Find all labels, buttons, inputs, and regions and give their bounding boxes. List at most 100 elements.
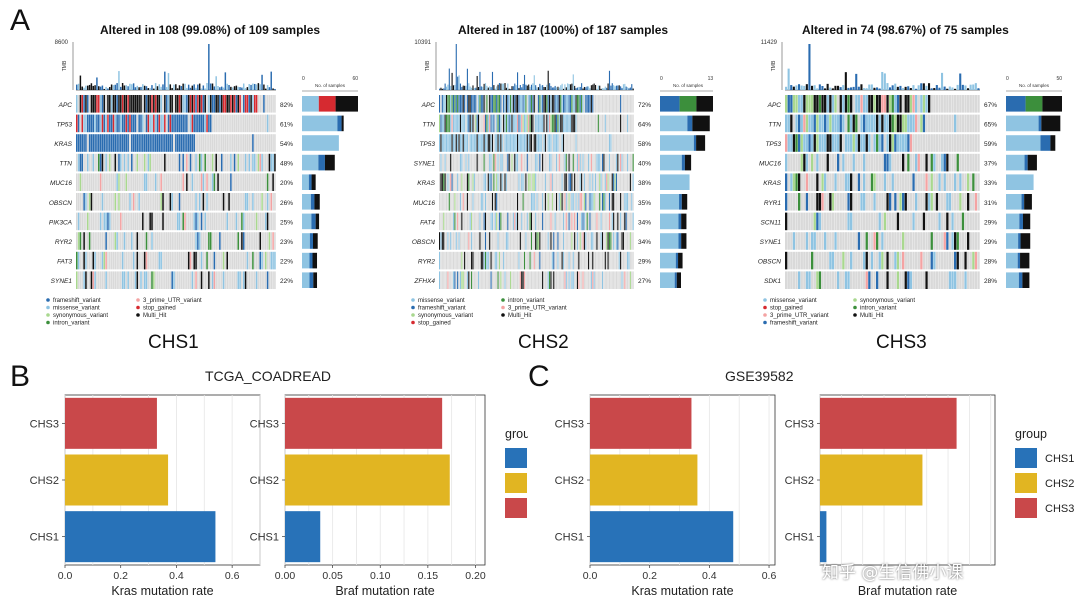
mutation-cell [625, 173, 627, 191]
mutation-cell [930, 153, 933, 172]
mutation-cell [933, 193, 936, 211]
mutation-cell [263, 193, 265, 211]
mutation-cell [800, 173, 803, 191]
mutation-cell [77, 173, 80, 191]
mutation-cell [105, 193, 107, 211]
mutation-cell [176, 153, 179, 172]
mutation-cell [948, 232, 952, 250]
mutation-cell [142, 173, 144, 191]
tmb-bar [153, 88, 155, 90]
mutation-cell [896, 251, 900, 270]
mutation-cell [76, 251, 78, 270]
mutation-cell [533, 271, 535, 289]
mutation-cell [109, 251, 111, 270]
mutation-cell [585, 193, 587, 211]
legend-swatch-chs2 [505, 473, 527, 493]
mutation-cell [99, 212, 102, 231]
mutation-cell [544, 114, 546, 133]
gene-count-bar-segment [335, 96, 358, 112]
mutation-cell [860, 271, 863, 289]
mutation-cell [951, 134, 954, 152]
mutation-cell [821, 173, 824, 191]
mutation-cell [211, 193, 214, 211]
mutation-cell [615, 134, 617, 152]
oncoplot-name-chs2: CHS2 [518, 332, 569, 353]
tmb-bar [561, 83, 563, 90]
mutation-cell [621, 153, 623, 172]
mutation-cell [228, 95, 230, 113]
mutation-cell [837, 173, 840, 191]
mutation-cell [808, 212, 811, 231]
mutation-cell [517, 251, 519, 270]
mutation-cell [558, 173, 560, 191]
mutation-cell [562, 134, 565, 152]
mutation-cell [928, 114, 931, 133]
mutation-cell [889, 95, 892, 113]
mutation-cell [197, 271, 199, 289]
mutation-cell [107, 153, 109, 172]
tmb-bar [878, 88, 881, 90]
mutation-cell [852, 212, 855, 231]
mutation-cell [134, 251, 137, 270]
mutation-cell [798, 95, 801, 113]
mutation-cell [462, 95, 464, 113]
mutation-cell [597, 193, 599, 211]
tmb-bar [514, 83, 516, 90]
mutation-cell [565, 193, 567, 211]
tmb-bar [613, 85, 615, 90]
mutation-cell [193, 271, 195, 289]
tmb-bar [790, 85, 793, 90]
tmb-bar [870, 84, 873, 90]
mutation-cell [451, 212, 453, 231]
mutation-cell [491, 232, 494, 250]
mutation-cell [261, 212, 263, 231]
mutation-cell [444, 212, 446, 231]
mutation-cell [811, 232, 814, 250]
tmb-bar [457, 76, 459, 90]
mutation-cell [546, 212, 548, 231]
mutation-cell [803, 232, 806, 250]
mutation-cell [855, 251, 858, 270]
mutation-cell [154, 193, 157, 211]
mutation-cell [200, 173, 203, 191]
mutation-cell [956, 212, 959, 231]
mutation-cell [487, 134, 489, 152]
tmb-bar [452, 85, 455, 90]
mutation-cell [855, 232, 858, 250]
mutation-cell [902, 251, 905, 270]
tmb-bar [792, 86, 795, 90]
mutation-cell [235, 193, 238, 211]
mutation-cell [264, 251, 267, 270]
tmb-bar [896, 86, 899, 90]
mutation-cell [76, 212, 78, 231]
legend-swatch-chs3 [505, 498, 527, 518]
gene-label: OBSCN [49, 200, 72, 207]
mutation-cell [565, 114, 567, 133]
mutation-cell [521, 95, 523, 113]
mutation-cell [471, 95, 473, 113]
mutation-cell [226, 153, 228, 172]
mutation-cell [169, 193, 172, 211]
mutation-cell [105, 251, 107, 270]
mutation-cell [486, 212, 488, 231]
mutation-cell [969, 153, 972, 172]
mutation-cell [224, 173, 227, 191]
mutation-cell [528, 114, 530, 133]
mutation-cell [551, 193, 553, 211]
tmb-bar [824, 88, 827, 90]
mutation-cell [145, 173, 148, 191]
mutation-cell [574, 134, 576, 152]
samples-axis-title: No. of samples [673, 83, 704, 88]
mutation-cell [818, 173, 822, 191]
mutation-cell [850, 114, 853, 133]
tmb-bar [459, 83, 462, 90]
mutation-cell [233, 153, 236, 172]
mutation-cell [85, 251, 87, 270]
mutation-cell [486, 95, 488, 113]
mutation-cell [178, 193, 181, 211]
mutation-cell [525, 232, 527, 250]
mutation-cell [211, 153, 214, 172]
mutation-cell [505, 134, 507, 152]
mutation-cell [567, 271, 569, 289]
mutation-cell [607, 134, 609, 152]
